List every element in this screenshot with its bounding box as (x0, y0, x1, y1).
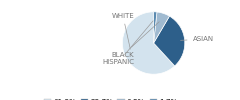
Text: BLACK: BLACK (112, 22, 159, 58)
Wedge shape (154, 12, 157, 43)
Wedge shape (122, 12, 175, 74)
Text: WHITE: WHITE (112, 12, 134, 49)
Wedge shape (154, 12, 169, 43)
Legend: 61.9%, 29.7%, 6.8%, 1.7%: 61.9%, 29.7%, 6.8%, 1.7% (41, 96, 180, 100)
Text: ASIAN: ASIAN (180, 36, 214, 42)
Wedge shape (154, 16, 185, 66)
Text: HISPANIC: HISPANIC (102, 21, 153, 65)
